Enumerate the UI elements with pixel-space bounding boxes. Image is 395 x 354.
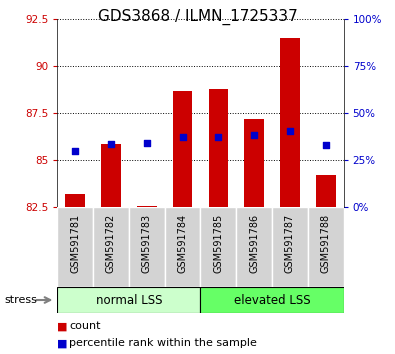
Point [144,141,150,146]
Text: normal LSS: normal LSS [96,293,162,307]
Text: GSM591787: GSM591787 [285,213,295,273]
Bar [316,175,336,207]
FancyBboxPatch shape [236,207,272,287]
Point [108,141,114,147]
FancyBboxPatch shape [57,207,93,287]
Text: elevated LSS: elevated LSS [234,293,310,307]
Text: GDS3868 / ILMN_1725337: GDS3868 / ILMN_1725337 [98,9,297,25]
Text: count: count [69,321,101,331]
Text: GSM591784: GSM591784 [178,213,188,273]
Text: GSM591786: GSM591786 [249,213,259,273]
Bar [65,194,85,207]
FancyBboxPatch shape [201,287,344,313]
FancyBboxPatch shape [201,207,236,287]
Text: percentile rank within the sample: percentile rank within the sample [69,338,257,348]
Point [323,142,329,148]
FancyBboxPatch shape [129,207,165,287]
Bar [245,119,264,207]
Bar [209,89,228,207]
Point [215,134,222,139]
Text: ■: ■ [57,321,68,331]
Point [72,148,78,154]
Bar [101,144,121,207]
Point [251,132,257,138]
Text: GSM591782: GSM591782 [106,213,116,273]
FancyBboxPatch shape [165,207,201,287]
FancyBboxPatch shape [308,207,344,287]
Text: GSM591788: GSM591788 [321,213,331,273]
Text: GSM591785: GSM591785 [213,213,223,273]
Point [287,128,293,134]
Text: ■: ■ [57,338,68,348]
FancyBboxPatch shape [93,207,129,287]
FancyBboxPatch shape [272,207,308,287]
Bar [280,38,300,207]
FancyBboxPatch shape [57,287,201,313]
Bar [137,206,156,207]
Text: GSM591783: GSM591783 [142,213,152,273]
Text: stress: stress [4,295,37,305]
Text: GSM591781: GSM591781 [70,213,80,273]
Point [179,134,186,139]
Bar [173,91,192,207]
